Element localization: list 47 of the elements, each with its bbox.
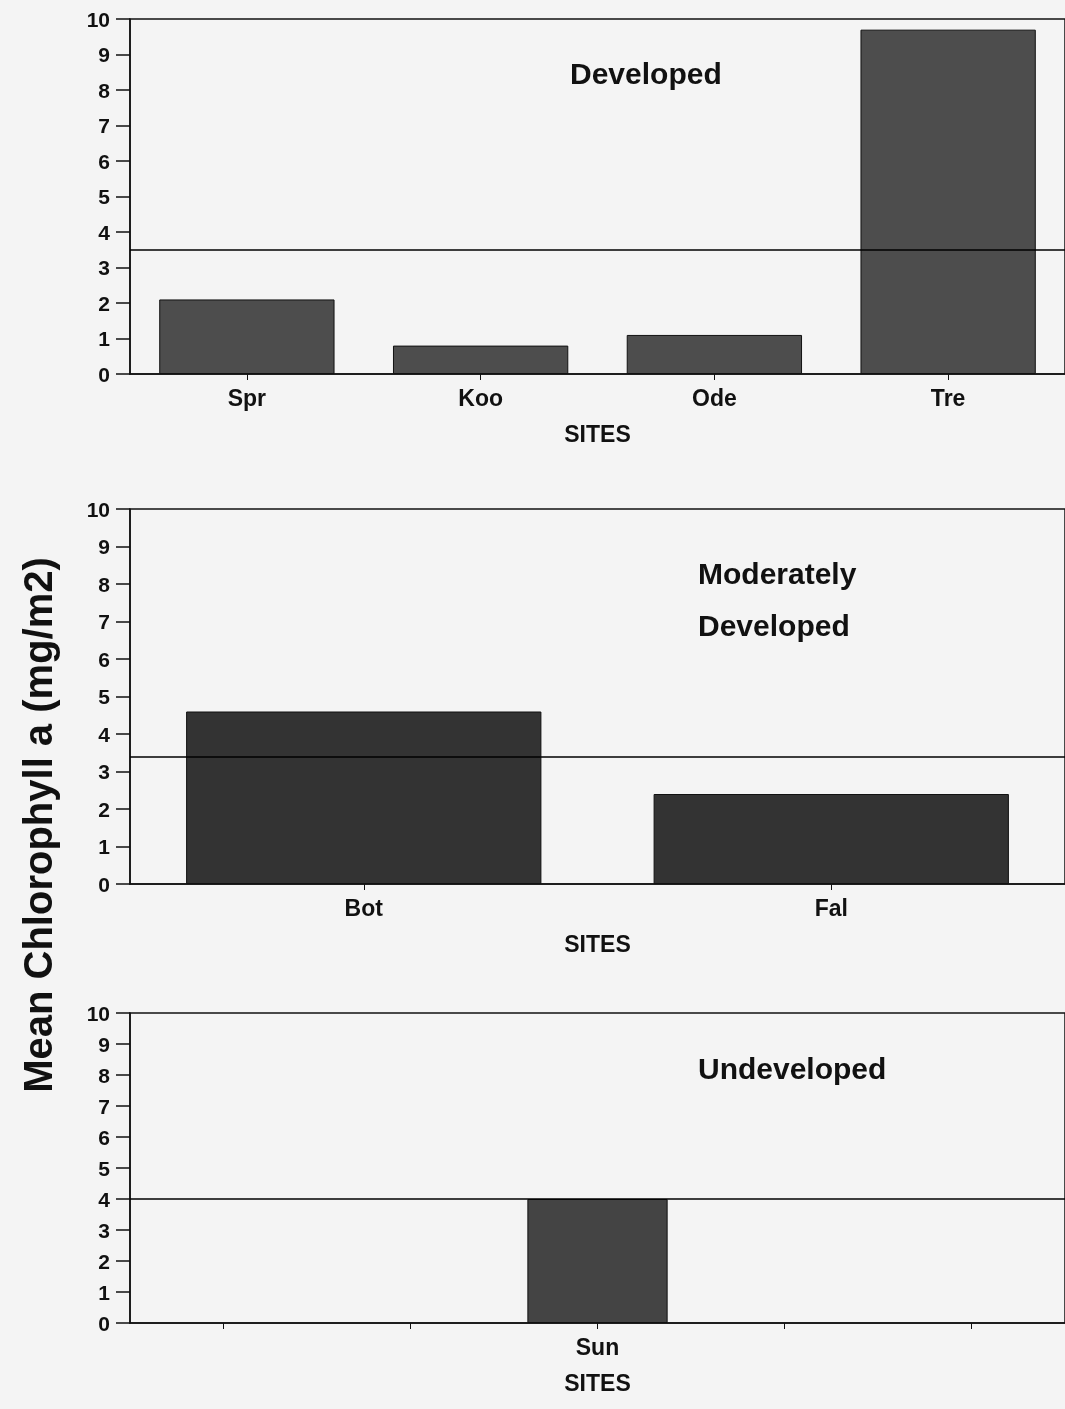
y-tick-label: 1 — [98, 835, 111, 858]
x-tick-label: Sun — [575, 1333, 620, 1360]
y-tick-label: 2 — [98, 797, 110, 821]
y-tick-label: 5 — [98, 185, 111, 208]
y-tick-label: 5 — [98, 685, 111, 708]
y-tick-label: 7 — [98, 1094, 110, 1118]
y-tick-label: 9 — [98, 535, 110, 558]
y-tick-label: 10 — [86, 497, 110, 521]
y-tick-label: 8 — [98, 1063, 111, 1087]
y-tick-label: 3 — [98, 256, 110, 279]
y-tick-label: 8 — [98, 78, 111, 102]
y-tick-label: 4 — [98, 220, 111, 244]
y-tick-label: 2 — [98, 1249, 110, 1273]
y-tick-label: 6 — [98, 149, 110, 173]
y-tick-label: 1 — [98, 1280, 111, 1304]
text: Undeveloped — [698, 1051, 887, 1085]
x-tick-label: Koo — [458, 384, 503, 411]
y-tick-label: 6 — [98, 647, 110, 671]
y-tick-label: 7 — [98, 114, 110, 137]
y-tick-label: 5 — [98, 1156, 111, 1180]
y-tick-label: 10 — [86, 7, 110, 31]
y-tick-label: 2 — [98, 291, 110, 315]
y-tick-label: 3 — [98, 1218, 110, 1242]
y-tick-label: 1 — [98, 327, 111, 350]
y-tick-label: 7 — [98, 610, 110, 633]
x-axis-title: SITES — [564, 930, 631, 957]
text: Developed — [570, 56, 722, 90]
y-tick-label: 4 — [98, 1187, 111, 1211]
x-tick-label: Tre — [930, 384, 966, 411]
y-tick-label: 0 — [98, 872, 110, 896]
x-tick-label: Fal — [814, 894, 848, 921]
y-tick-label: 6 — [98, 1125, 110, 1149]
x-tick-label: Ode — [692, 384, 737, 411]
text: Moderately Developed — [698, 556, 857, 642]
x-axis-title: SITES — [564, 1369, 631, 1396]
x-tick-label: Bot — [344, 894, 384, 921]
y-tick-label: 3 — [98, 760, 110, 783]
y-axis-title: Mean Chlorophyll a (mg/m2) — [15, 557, 61, 1093]
y-tick-label: 10 — [86, 1001, 110, 1025]
x-axis-title: SITES — [564, 420, 631, 447]
y-tick-label: 0 — [98, 362, 110, 386]
y-tick-label: 8 — [98, 572, 111, 596]
y-tick-label: 9 — [98, 1032, 110, 1056]
x-tick-label: Spr — [227, 384, 267, 411]
y-tick-label: 4 — [98, 722, 111, 746]
y-tick-label: 9 — [98, 43, 110, 66]
y-tick-label: 0 — [98, 1311, 110, 1335]
